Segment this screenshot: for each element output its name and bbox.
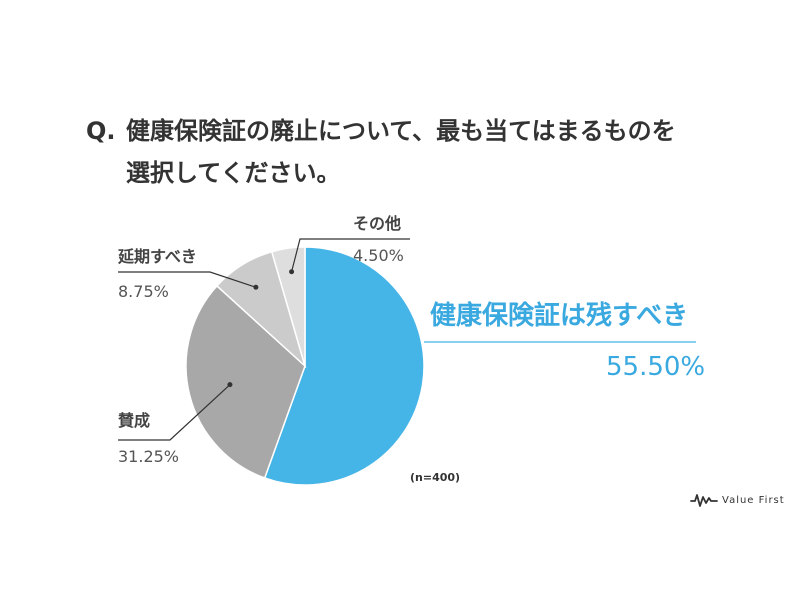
label-agree-name: 賛成	[118, 411, 151, 430]
leader-delay	[118, 271, 257, 288]
slice-agree	[185, 284, 306, 479]
label-other-value: 4.50%	[353, 246, 404, 265]
label-agree-value: 31.25%	[118, 447, 180, 466]
label-keep-name: 健康保険証は残すべき	[430, 301, 689, 331]
leader-delay-dot	[253, 284, 259, 290]
brand-logo: Value First	[690, 492, 785, 508]
brand-logo-icon	[690, 494, 718, 507]
question-prefix: Q.	[86, 117, 116, 145]
label-delay-name: 延期すべき	[118, 247, 197, 266]
sample-size-note: (n=400)	[410, 471, 461, 484]
slice-keep	[263, 246, 425, 486]
leader-agree	[118, 384, 231, 441]
question-line-1: 健康保険証の廃止について、最も当てはまるものを	[126, 117, 676, 145]
label-other-name: その他	[353, 214, 402, 233]
brand-logo-text: Value First	[722, 494, 785, 506]
slice-other	[270, 246, 306, 367]
question-line-2: 選択してください。	[126, 159, 341, 187]
label-keep-value: 55.50%	[606, 352, 706, 382]
leader-other	[291, 238, 410, 272]
leader-other-dot	[289, 269, 295, 275]
leader-agree-dot	[227, 382, 233, 388]
label-delay-value: 8.75%	[118, 282, 169, 301]
